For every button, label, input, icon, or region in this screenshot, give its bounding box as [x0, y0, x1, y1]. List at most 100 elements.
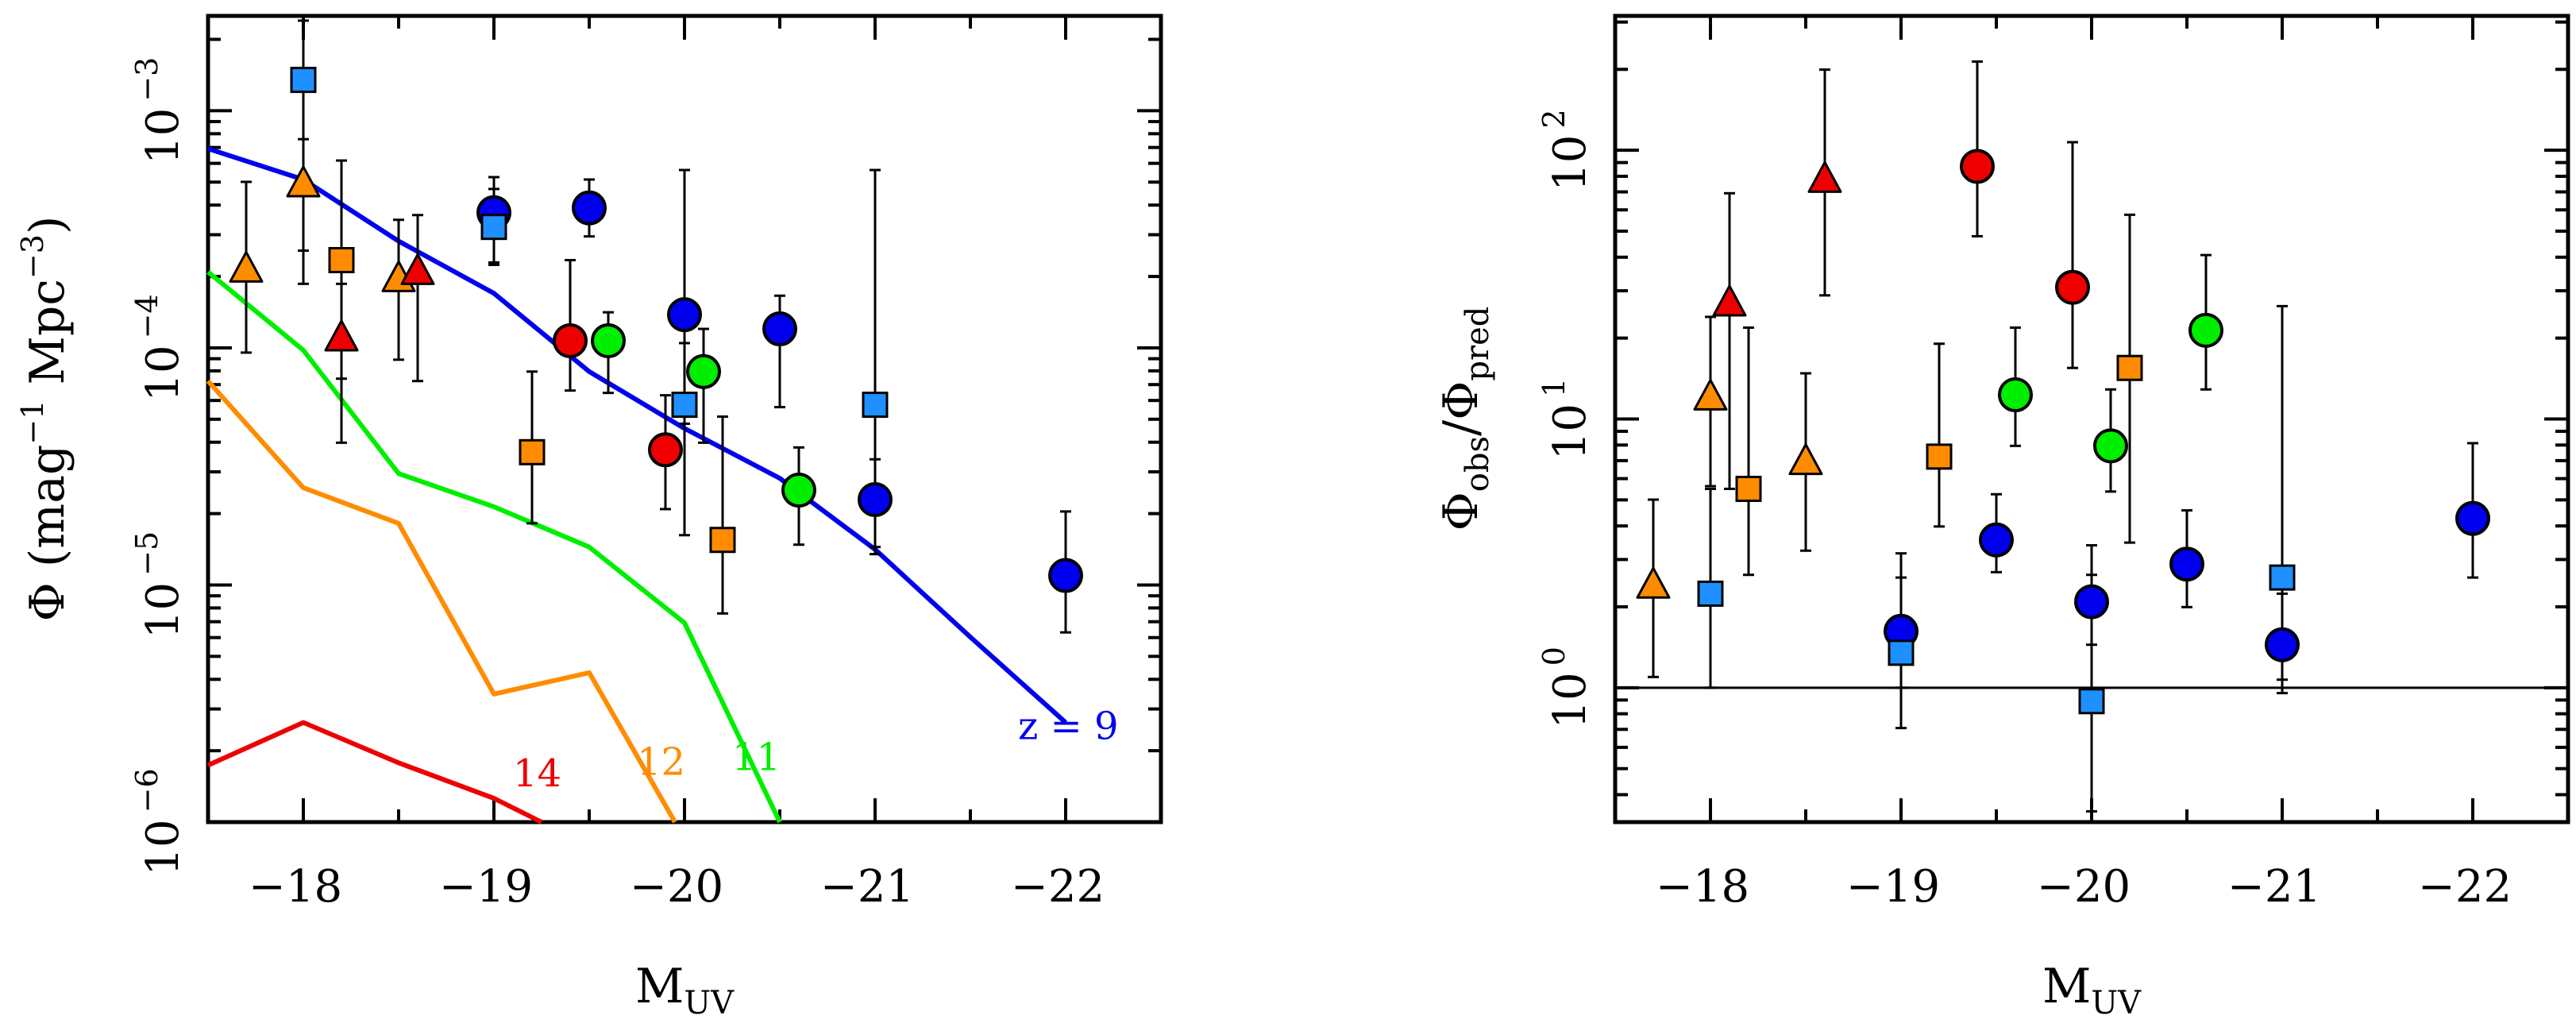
x-axis-label-right: MUV — [2042, 959, 2142, 1021]
circle-marker — [667, 297, 702, 333]
x-tick-labels-left: −18 −19 −20 −21 −22 — [249, 861, 1105, 913]
x-tick-labels-right: −18 −19 −20 −21 −22 — [1656, 861, 2512, 913]
y-axis-label-exp2: −3 — [15, 234, 50, 279]
triangle-marker — [324, 319, 359, 352]
y-tick-labels-left: 10−6 10−5 10−4 10−3 — [129, 57, 189, 876]
triangle-marker — [1788, 443, 1823, 476]
y-tick-base: 10 — [137, 819, 189, 875]
curve-label-z11: 11 — [732, 735, 781, 779]
y-axis-label-sub-obs: obs — [1460, 436, 1496, 492]
y-tick-base: 10 — [1544, 404, 1596, 460]
y-tick-base: 10 — [137, 108, 189, 164]
x-tick-label: −20 — [630, 861, 723, 913]
circle-marker — [686, 353, 721, 389]
y-tick-exponent: −5 — [129, 531, 164, 576]
y-axis-label-phi-obs: Φ — [1433, 492, 1489, 531]
y-tick-labels-right: 100 101 102 — [1537, 109, 1596, 728]
circle-marker — [648, 432, 683, 468]
triangle-marker — [1712, 284, 1747, 317]
error-bars-left — [241, 19, 1071, 634]
panel-luminosity-function: −18 −19 −20 −21 −22 10−6 10−5 10−4 10−3 … — [15, 14, 1163, 1021]
circle-marker — [553, 322, 588, 358]
y-tick-label: 10−4 — [129, 294, 189, 401]
model-curves-left — [206, 146, 1068, 824]
y-tick-exponent: 2 — [1537, 109, 1571, 128]
circle-marker — [1979, 522, 2014, 558]
square-marker — [1926, 443, 1953, 470]
x-axis-label-sub: UV — [2091, 985, 2142, 1021]
y-tick-base: 10 — [137, 345, 189, 401]
square-marker — [2116, 354, 2143, 381]
circle-marker — [2265, 627, 2300, 662]
curve-label-z9: z = 9 — [1018, 705, 1119, 749]
square-marker — [1888, 639, 1915, 666]
circle-marker — [2074, 584, 2109, 620]
y-tick-exponent: −4 — [129, 294, 164, 338]
y-tick-label: 10−5 — [129, 531, 189, 639]
model-curve — [206, 720, 543, 824]
triangle-marker — [229, 250, 264, 283]
square-marker — [328, 246, 355, 273]
x-tick-label: −22 — [2418, 861, 2512, 913]
x-axis-label-main: M — [635, 959, 684, 1014]
y-axis-label-close: ) — [20, 216, 75, 234]
x-tick-label: −19 — [439, 861, 533, 913]
x-axis-label-main: M — [2042, 959, 2091, 1014]
x-tick-label: −21 — [820, 861, 914, 913]
circle-marker — [2455, 500, 2490, 536]
circle-marker — [1048, 558, 1083, 593]
y-axis-label-sub-pred: pred — [1460, 307, 1496, 381]
model-curve — [207, 146, 1068, 724]
x-tick-label: −18 — [249, 861, 342, 913]
y-tick-label: 100 — [1537, 647, 1596, 728]
model-curve — [206, 379, 677, 824]
circle-marker — [781, 473, 816, 508]
circle-marker — [762, 311, 797, 347]
y-tick-exponent: 1 — [1537, 378, 1571, 397]
triangle-marker — [1807, 160, 1842, 193]
x-tick-label: −20 — [2037, 861, 2131, 913]
circle-marker — [1998, 377, 2033, 413]
y-tick-label: 102 — [1537, 109, 1596, 191]
triangle-marker — [1636, 566, 1671, 599]
data-points-right — [1636, 149, 2490, 715]
data-points-left — [229, 67, 1083, 593]
circle-marker — [591, 322, 626, 358]
y-tick-base: 10 — [1544, 672, 1596, 728]
y-axis-label-phi: Φ (mag — [20, 445, 75, 622]
square-marker — [1697, 580, 1724, 607]
square-marker — [862, 392, 889, 419]
y-tick-label: 10−3 — [129, 57, 189, 164]
square-marker — [480, 214, 507, 241]
error-bars-right — [1648, 60, 2478, 813]
triangle-marker — [1693, 378, 1728, 411]
triangle-marker — [286, 165, 321, 198]
x-axis-label-sub: UV — [684, 985, 735, 1021]
triangle-marker — [400, 253, 435, 285]
y-axis-label-slash: /Φ — [1433, 381, 1489, 436]
square-marker — [1735, 475, 1762, 502]
y-axis-label-right: Φobs/Φpred — [1433, 307, 1496, 531]
x-tick-label: −18 — [1656, 861, 1749, 913]
circle-marker — [2169, 546, 2204, 582]
y-axis-label-mid: Mpc — [20, 279, 75, 400]
square-marker — [671, 392, 698, 419]
x-tick-label: −22 — [1011, 861, 1105, 913]
circle-marker — [858, 482, 893, 517]
panel-excess-ratio: −18 −19 −20 −21 −22 100 101 102 MUV Φobs… — [1433, 14, 2570, 1021]
square-marker — [519, 438, 546, 465]
x-tick-label: −19 — [1846, 861, 1940, 913]
curve-label-z12: 12 — [637, 739, 685, 784]
circle-marker — [572, 190, 607, 226]
y-tick-base: 10 — [1544, 135, 1596, 191]
circle-marker — [2093, 428, 2128, 464]
y-tick-exponent: −3 — [129, 57, 164, 102]
y-tick-label: 101 — [1537, 378, 1596, 460]
y-tick-exponent: −6 — [129, 768, 164, 813]
circle-marker — [1960, 149, 1995, 184]
model-curve — [206, 270, 782, 824]
y-axis-label-exp1: −1 — [15, 400, 50, 445]
circle-marker — [2055, 269, 2090, 305]
square-marker — [2269, 564, 2296, 591]
